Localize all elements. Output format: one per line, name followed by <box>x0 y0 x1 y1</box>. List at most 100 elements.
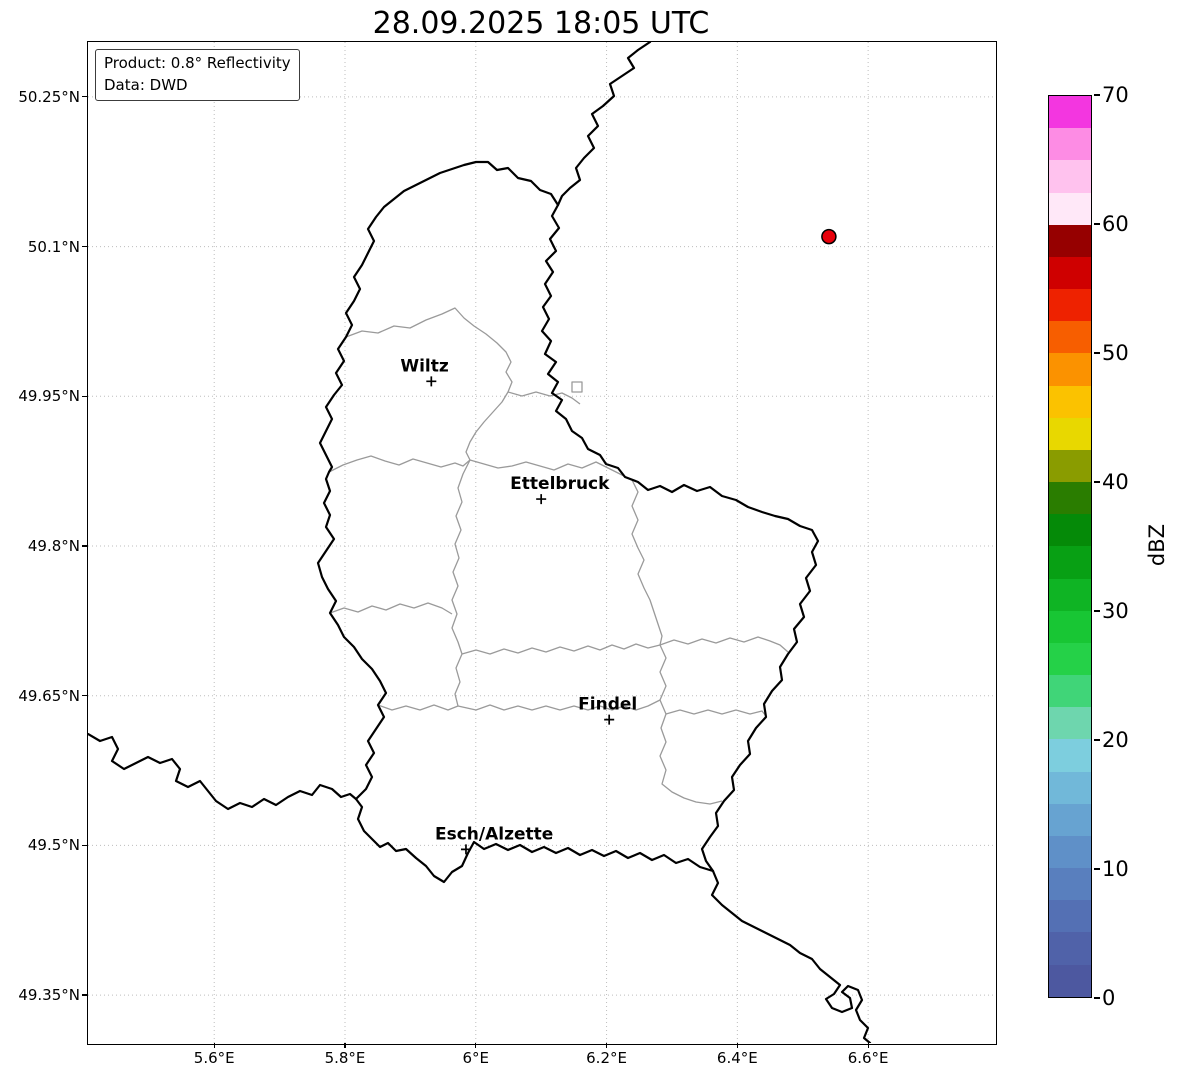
colorbar-band <box>1049 707 1091 740</box>
district-border <box>451 459 471 707</box>
border-belgium-germany <box>556 42 652 207</box>
colorbar-tick-mark <box>1093 352 1100 354</box>
colorbar-tick-mark <box>1093 739 1100 741</box>
lat-tick-mark <box>82 245 87 248</box>
colorbar-band <box>1049 256 1091 290</box>
lon-tick-mark <box>736 1042 738 1048</box>
district-border <box>571 381 583 393</box>
lat-tick-mark <box>82 545 87 547</box>
city-label: Wiltz <box>400 356 449 376</box>
colorbar-band <box>1049 578 1091 611</box>
district-border <box>507 391 581 405</box>
lon-tick-mark <box>213 1042 215 1048</box>
luxembourg-radar-map: Wiltz Ettelbruck Findel Esch/Alzette <box>88 42 995 1043</box>
lat-tick-label: 49.65°N <box>18 686 80 705</box>
colorbar-band <box>1049 610 1091 643</box>
figure-title: 28.09.2025 18:05 UTC <box>372 6 710 41</box>
district-border <box>631 479 663 646</box>
city-marker <box>426 376 437 387</box>
lat-tick-label: 49.8°N <box>27 536 80 555</box>
colorbar-tick-label: 60 <box>1102 212 1129 236</box>
border-france-belgium <box>88 732 358 811</box>
lat-tick-label: 49.35°N <box>18 986 80 1005</box>
colorbar-tick-label: 30 <box>1102 599 1129 623</box>
colorbar-band <box>1049 321 1091 354</box>
radar-site-marker <box>821 228 837 245</box>
colorbar-band <box>1049 546 1091 579</box>
colorbar-band <box>1049 900 1091 933</box>
colorbar-band <box>1049 192 1091 225</box>
district-border <box>345 307 513 461</box>
colorbar-band <box>1049 932 1091 965</box>
lat-tick-mark <box>82 844 87 846</box>
colorbar-tick-mark <box>1093 997 1100 999</box>
lon-tick-label: 6.4°E <box>716 1049 758 1067</box>
district-border <box>461 643 661 655</box>
city-marker <box>460 844 471 855</box>
colorbar-band <box>1049 803 1091 836</box>
border-luxembourg <box>316 160 820 884</box>
colorbar-band <box>1049 771 1091 804</box>
district-border <box>329 602 453 615</box>
colorbar-band <box>1049 739 1091 772</box>
district-border <box>377 699 661 711</box>
colorbar-band <box>1049 675 1091 708</box>
district-border <box>659 636 789 653</box>
lat-tick-mark <box>82 695 87 697</box>
colorbar-band <box>1049 449 1091 483</box>
colorbar-band <box>1049 96 1091 129</box>
colorbar-tick-mark <box>1093 223 1100 225</box>
lat-tick-label: 50.25°N <box>18 87 80 106</box>
lon-tick-label: 5.6°E <box>193 1049 235 1067</box>
colorbar-band <box>1049 353 1091 386</box>
colorbar-band <box>1049 289 1091 322</box>
lon-tick-label: 5.8°E <box>324 1049 366 1067</box>
info-product-line: Product: 0.8° Reflectivity <box>104 54 291 72</box>
colorbar-band <box>1049 514 1091 547</box>
city-label: Esch/Alzette <box>435 824 553 844</box>
colorbar-band <box>1049 964 1091 997</box>
lon-tick-label: 6.2°E <box>586 1049 627 1067</box>
city-marker <box>604 714 615 725</box>
colorbar-band <box>1049 128 1091 161</box>
lon-tick-label: 6°E <box>462 1049 490 1067</box>
info-box: Product: 0.8° Reflectivity Data: DWD <box>95 49 300 101</box>
colorbar-tick-label: 50 <box>1102 341 1129 365</box>
district-border <box>469 459 633 481</box>
lon-tick-mark <box>867 1042 869 1048</box>
lat-tick-mark <box>82 395 87 397</box>
district-border <box>659 644 723 805</box>
lat-tick-label: 49.95°N <box>18 387 80 406</box>
colorbar-tick-mark <box>1093 94 1100 96</box>
district-border <box>665 709 767 717</box>
lat-tick-mark <box>82 96 87 98</box>
lon-tick-mark <box>475 1042 477 1048</box>
colorbar-tick-label: 70 <box>1102 83 1129 107</box>
lat-tick-label: 50.1°N <box>27 237 80 256</box>
city-label: Ettelbruck <box>510 474 610 494</box>
colorbar-band <box>1049 642 1091 676</box>
district-border <box>328 455 471 473</box>
colorbar-tick-label: 0 <box>1102 986 1116 1010</box>
city-label: Findel <box>578 695 637 715</box>
colorbar-unit-label: dBZ <box>1145 523 1169 567</box>
colorbar-band <box>1049 417 1091 450</box>
colorbar-band <box>1049 224 1091 257</box>
lat-tick-mark <box>82 994 87 996</box>
colorbar-tick-mark <box>1093 481 1100 483</box>
lon-tick-mark <box>605 1042 608 1048</box>
colorbar-bands <box>1049 96 1091 997</box>
info-source-line: Data: DWD <box>104 75 188 94</box>
border-france-germany <box>710 869 872 1043</box>
lat-tick-label: 49.5°N <box>27 836 80 855</box>
colorbar-tick-mark <box>1093 610 1100 612</box>
colorbar-tick-label: 20 <box>1102 728 1129 752</box>
colorbar-tick-label: 40 <box>1102 470 1129 494</box>
colorbar-band <box>1049 160 1091 193</box>
lon-tick-mark <box>344 1042 346 1048</box>
colorbar-tick-label: 10 <box>1102 857 1129 881</box>
colorbar-band <box>1049 868 1091 901</box>
city-marker <box>536 494 547 505</box>
colorbar-band <box>1049 835 1091 869</box>
